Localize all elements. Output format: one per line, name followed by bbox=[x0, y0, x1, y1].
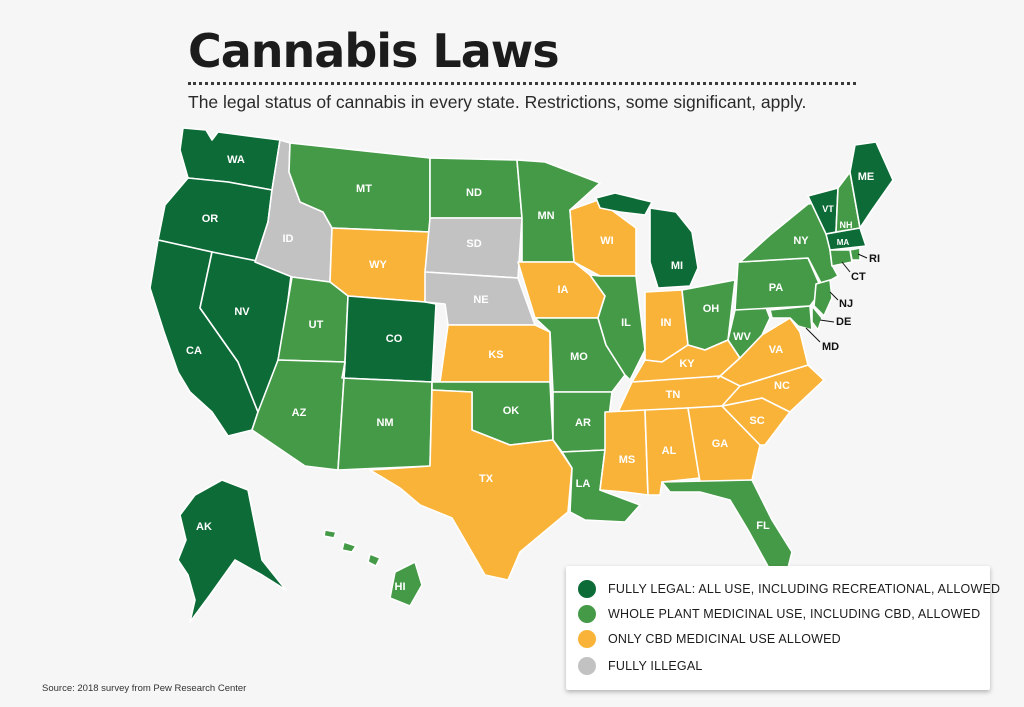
label-ct: CT bbox=[851, 271, 866, 283]
legend-swatch-legal bbox=[578, 580, 596, 598]
label-ms: MS bbox=[619, 454, 636, 466]
label-co: CO bbox=[386, 333, 403, 345]
label-sd: SD bbox=[466, 238, 481, 250]
legend-swatch-medicinal bbox=[578, 605, 596, 623]
label-ia: IA bbox=[558, 284, 569, 296]
label-va: VA bbox=[769, 344, 784, 356]
legend: FULLY LEGAL: ALL USE, INCLUDING RECREATI… bbox=[566, 566, 1000, 690]
label-mi: MI bbox=[671, 260, 683, 272]
label-nd: ND bbox=[466, 187, 482, 199]
state-ct[interactable] bbox=[829, 249, 853, 267]
state-de[interactable] bbox=[811, 305, 823, 331]
label-ca: CA bbox=[186, 345, 202, 357]
label-or: OR bbox=[202, 213, 219, 225]
source-note: Source: 2018 survey from Pew Research Ce… bbox=[42, 683, 247, 694]
label-nm: NM bbox=[376, 417, 393, 429]
label-la: LA bbox=[576, 478, 591, 490]
state-ks[interactable] bbox=[439, 324, 551, 383]
legend-swatch-illegal bbox=[578, 657, 596, 675]
state-md[interactable] bbox=[769, 305, 813, 331]
label-md: MD bbox=[822, 341, 839, 353]
state-tx[interactable] bbox=[369, 389, 573, 581]
label-nh: NH bbox=[840, 220, 853, 230]
label-hi: HI bbox=[395, 581, 406, 593]
label-wa: WA bbox=[227, 154, 245, 166]
label-nc: NC bbox=[774, 380, 790, 392]
label-tx: TX bbox=[479, 473, 494, 485]
leader-nj bbox=[829, 291, 839, 301]
label-ma: MA bbox=[837, 238, 850, 247]
legend-swatch-cbd bbox=[578, 630, 596, 648]
leader-de bbox=[819, 319, 835, 323]
label-wi: WI bbox=[600, 235, 613, 247]
legend-label: FULLY LEGAL: ALL USE, INCLUDING RECREATI… bbox=[608, 582, 1001, 596]
state-il[interactable] bbox=[589, 274, 646, 381]
label-vt: VT bbox=[822, 204, 834, 214]
label-sc: SC bbox=[749, 415, 764, 427]
state-ga[interactable] bbox=[687, 405, 761, 483]
state-ak[interactable] bbox=[177, 479, 287, 623]
state-mi-upper[interactable] bbox=[595, 192, 653, 216]
label-mt: MT bbox=[356, 183, 372, 195]
label-al: AL bbox=[662, 445, 677, 457]
state-hi[interactable] bbox=[323, 529, 423, 607]
label-de: DE bbox=[836, 316, 851, 328]
legend-item-cbd: ONLY CBD MEDICINAL USE ALLOWED bbox=[578, 628, 841, 650]
legend-label: ONLY CBD MEDICINAL USE ALLOWED bbox=[608, 632, 841, 646]
legend-label: FULLY ILLEGAL bbox=[608, 659, 703, 673]
map-subtitle: The legal status of cannabis in every st… bbox=[188, 92, 807, 112]
label-me: ME bbox=[858, 171, 875, 183]
leader-ri bbox=[857, 253, 868, 259]
legend-item-medicinal: WHOLE PLANT MEDICINAL USE, INCLUDING CBD… bbox=[578, 603, 980, 625]
label-mn: MN bbox=[537, 210, 554, 222]
label-az: AZ bbox=[292, 407, 307, 419]
label-tn: TN bbox=[666, 389, 681, 401]
label-il: IL bbox=[621, 317, 631, 329]
label-ut: UT bbox=[309, 319, 324, 331]
label-wy: WY bbox=[369, 259, 387, 271]
label-oh: OH bbox=[703, 303, 720, 315]
label-ri: RI bbox=[869, 253, 880, 265]
label-nv: NV bbox=[234, 306, 250, 318]
state-oh[interactable] bbox=[681, 279, 736, 351]
leader-md bbox=[805, 327, 821, 343]
label-pa: PA bbox=[769, 282, 784, 294]
state-fl[interactable] bbox=[661, 479, 793, 571]
title-divider bbox=[188, 82, 856, 85]
state-ma[interactable] bbox=[825, 227, 867, 251]
label-ak: AK bbox=[196, 521, 212, 533]
label-ky: KY bbox=[679, 358, 695, 370]
map-title: Cannabis Laws bbox=[188, 24, 560, 78]
label-fl: FL bbox=[756, 520, 770, 532]
state-mi[interactable] bbox=[649, 207, 699, 289]
label-nj: NJ bbox=[839, 298, 853, 310]
legend-item-legal: FULLY LEGAL: ALL USE, INCLUDING RECREATI… bbox=[578, 578, 1000, 600]
label-ks: KS bbox=[488, 349, 503, 361]
legend-label: WHOLE PLANT MEDICINAL USE, INCLUDING CBD… bbox=[608, 607, 981, 621]
label-in: IN bbox=[661, 317, 672, 329]
label-ga: GA bbox=[712, 438, 729, 450]
state-ms[interactable] bbox=[599, 409, 649, 496]
legend-item-illegal: FULLY ILLEGAL bbox=[578, 655, 703, 677]
label-ny: NY bbox=[793, 235, 809, 247]
label-wv: WV bbox=[733, 331, 751, 343]
label-ok: OK bbox=[503, 405, 520, 417]
label-mo: MO bbox=[570, 351, 588, 363]
state-nj[interactable] bbox=[813, 279, 833, 317]
leader-ct bbox=[841, 261, 851, 273]
label-id: ID bbox=[283, 233, 294, 245]
label-ar: AR bbox=[575, 417, 591, 429]
label-ne: NE bbox=[473, 294, 488, 306]
